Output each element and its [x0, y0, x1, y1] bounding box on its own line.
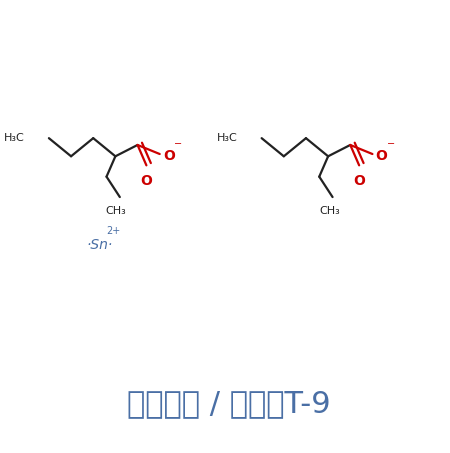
Text: O: O [163, 149, 175, 163]
Text: CH₃: CH₃ [105, 206, 126, 216]
Text: 辛酸亚锡 / 有机锡T-9: 辛酸亚锡 / 有机锡T-9 [126, 389, 330, 418]
Text: −: − [174, 139, 182, 149]
Text: −: − [387, 139, 395, 149]
Text: H₃C: H₃C [4, 133, 25, 143]
Text: O: O [376, 149, 387, 163]
Text: ·Sn·: ·Sn· [86, 238, 113, 251]
Text: O: O [140, 174, 153, 188]
Text: O: O [353, 174, 365, 188]
Text: 2+: 2+ [107, 226, 121, 236]
Text: H₃C: H₃C [216, 133, 237, 143]
Text: CH₃: CH₃ [319, 206, 340, 216]
